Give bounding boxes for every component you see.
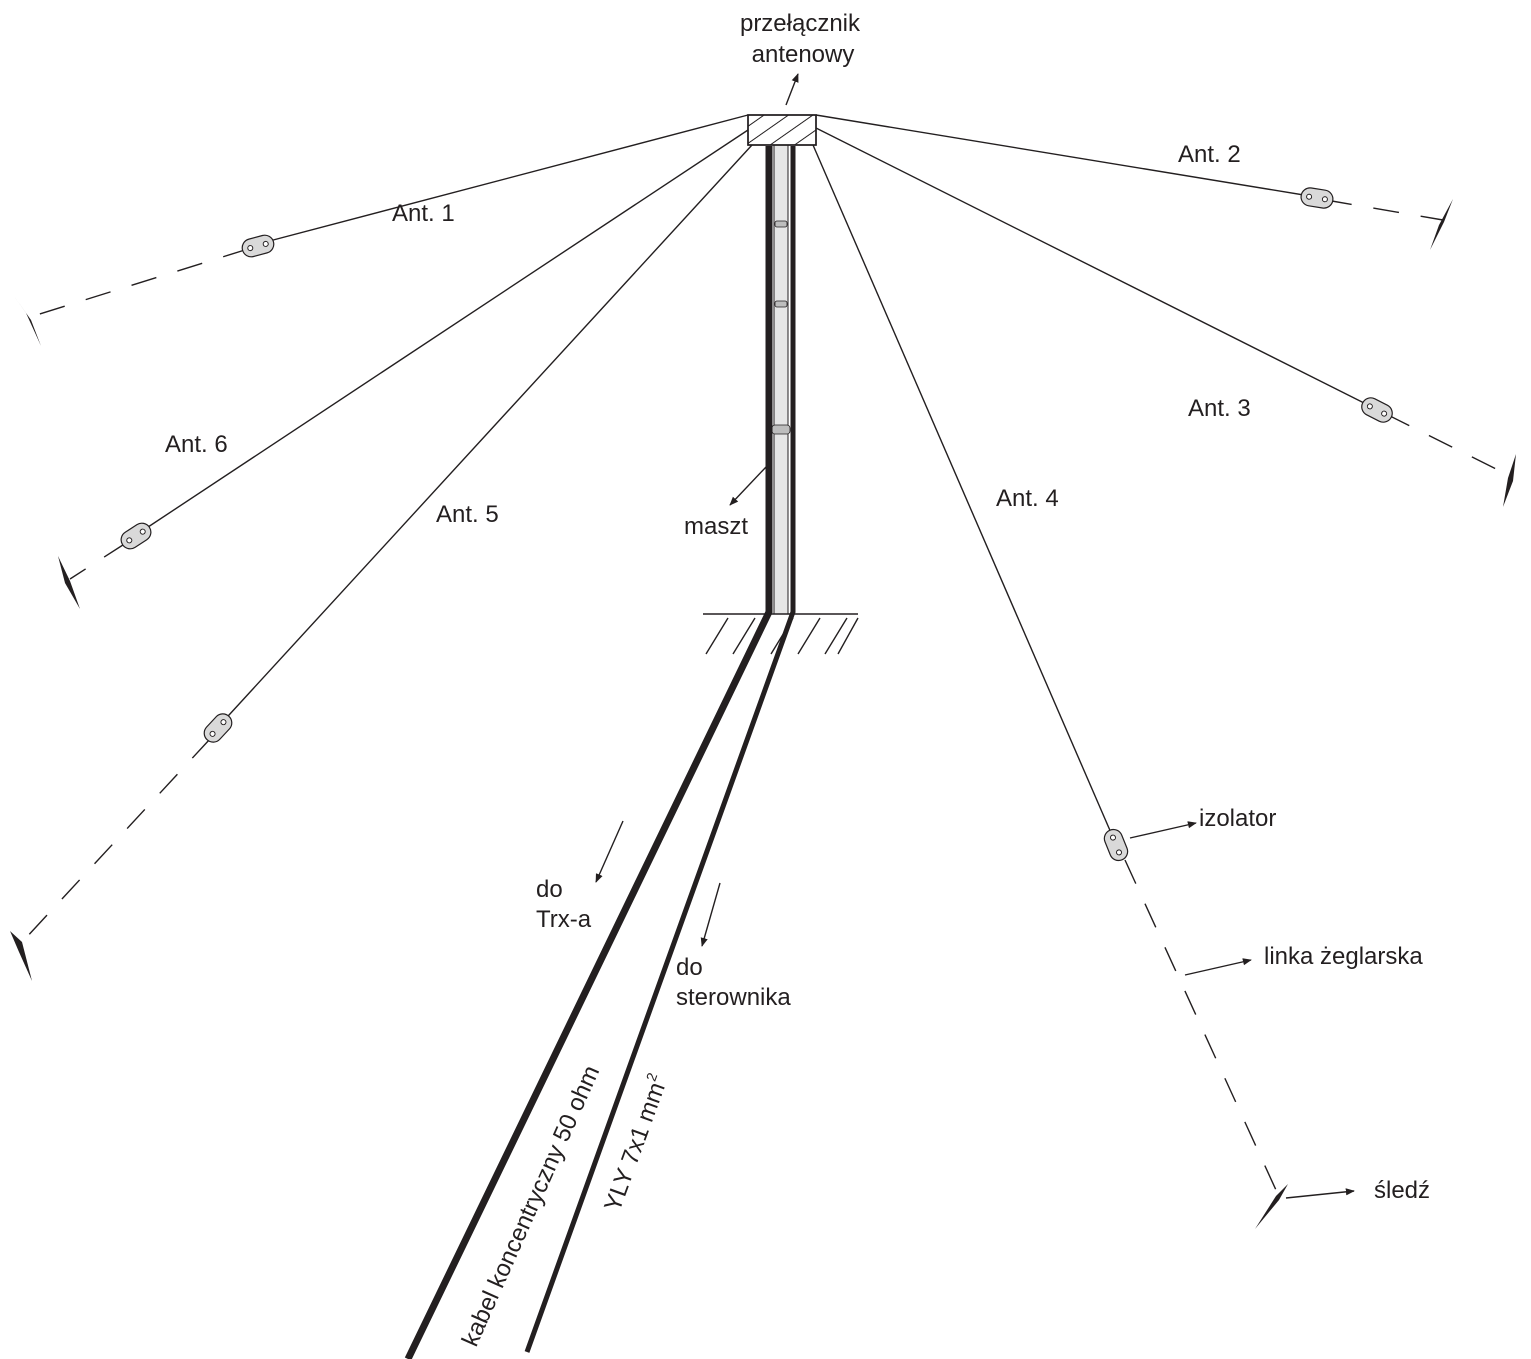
ant6-rope bbox=[69, 542, 127, 580]
ant4-peg bbox=[1255, 1184, 1288, 1229]
rope-pointer-arrow bbox=[1184, 958, 1252, 976]
ant1-rope bbox=[29, 248, 249, 318]
control-cable-label: YLY 7x1 mm2 bbox=[596, 1070, 673, 1215]
to-controller-arrow bbox=[700, 882, 721, 947]
mast-joint-1 bbox=[774, 220, 788, 228]
to-trx-label-line2: Trx-a bbox=[536, 906, 592, 933]
ant5-rope bbox=[23, 738, 211, 941]
ant3-wire bbox=[815, 127, 1377, 410]
mast-joint-3 bbox=[771, 424, 791, 435]
ant4-label: Ant. 4 bbox=[996, 485, 1059, 512]
rope-label: linka żeglarska bbox=[1264, 943, 1423, 970]
ant2-insulator bbox=[1300, 187, 1334, 209]
ant5-wire bbox=[217, 144, 753, 728]
pointer-arrows bbox=[595, 73, 1355, 1199]
ant4-insulator bbox=[1103, 828, 1129, 862]
labels: przełącznik antenowy Ant. 1 Ant. 2 Ant. … bbox=[165, 10, 1430, 1350]
ant2-peg bbox=[1430, 199, 1453, 250]
switch-pointer-arrow bbox=[785, 73, 799, 106]
ant2-rope bbox=[1325, 199, 1444, 221]
ant2-wire bbox=[815, 114, 1317, 198]
antenna-switch-box bbox=[747, 114, 817, 146]
ant1-label: Ant. 1 bbox=[392, 200, 455, 227]
mast-label: maszt bbox=[684, 513, 748, 540]
ant1-wire bbox=[257, 114, 749, 245]
switch-label-line1: przełącznik bbox=[740, 10, 861, 37]
ant5-label: Ant. 5 bbox=[436, 501, 499, 528]
ant3-rope bbox=[1385, 413, 1509, 476]
ground-symbol bbox=[703, 613, 859, 655]
pegs bbox=[10, 199, 1516, 1229]
mast-pointer-arrow bbox=[729, 466, 767, 506]
ant3-label: Ant. 3 bbox=[1188, 395, 1251, 422]
mast-joint-2 bbox=[774, 300, 788, 308]
insulator-pointer-arrow bbox=[1129, 821, 1197, 839]
ant6-peg bbox=[58, 556, 80, 609]
mast-body bbox=[773, 143, 789, 615]
cables bbox=[404, 146, 796, 1359]
ant2-label: Ant. 2 bbox=[1178, 141, 1241, 168]
ant3-peg bbox=[1503, 454, 1516, 507]
ant5-insulator bbox=[203, 713, 233, 743]
mast bbox=[771, 143, 791, 615]
ant4-wire bbox=[812, 144, 1116, 843]
peg-label: śledź bbox=[1374, 1177, 1430, 1204]
ant6-insulator bbox=[120, 522, 152, 550]
to-trx-label-line1: do bbox=[536, 876, 563, 903]
control-cable-label-main: YLY 7x1 mm bbox=[599, 1079, 671, 1215]
control-cable-line bbox=[524, 146, 796, 1353]
ant5-peg bbox=[10, 931, 32, 981]
ant1-insulator bbox=[241, 234, 275, 258]
ant4-rope bbox=[1124, 859, 1277, 1191]
ant6-wire bbox=[135, 129, 749, 536]
peg-pointer-arrow bbox=[1285, 1188, 1355, 1199]
to-trx-arrow bbox=[595, 820, 624, 883]
ant6-label: Ant. 6 bbox=[165, 431, 228, 458]
ant3-insulator bbox=[1361, 397, 1393, 423]
guy-ropes bbox=[23, 199, 1509, 1191]
antenna-wires bbox=[135, 114, 1377, 843]
to-controller-label-line1: do bbox=[676, 954, 703, 981]
ant1-peg bbox=[14, 296, 41, 346]
insulators bbox=[120, 187, 1393, 862]
to-controller-label-line2: sterownika bbox=[676, 984, 791, 1011]
insulator-label: izolator bbox=[1199, 805, 1276, 832]
switch-label-line2: antenowy bbox=[752, 41, 855, 68]
coax-cable-line bbox=[404, 146, 773, 1359]
